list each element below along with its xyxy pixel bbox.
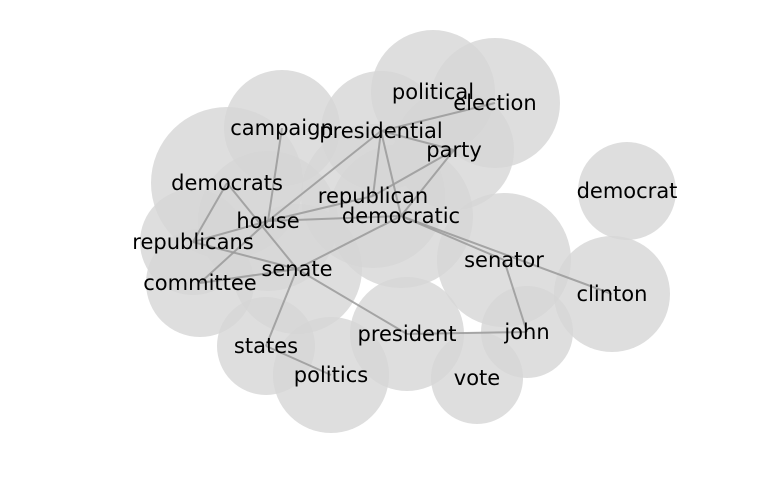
edge-states-politics (265, 345, 332, 376)
edge-senate-president (296, 268, 408, 335)
node-label-party: party (426, 138, 482, 162)
node-label-senate: senate (261, 257, 332, 281)
edge-democratic-house (267, 215, 402, 222)
node-bubble-vote (431, 332, 523, 424)
edge-republican-house (267, 195, 374, 222)
edge-democratic-senate (296, 215, 402, 270)
edge-republicans-senate (192, 241, 298, 270)
node-label-president: president (358, 322, 457, 346)
edge-party-presidential (380, 130, 455, 151)
edge-presidential-democratic (380, 130, 402, 217)
edge-democratic-clinton (400, 215, 613, 295)
node-label-clinton: clinton (577, 282, 648, 306)
node-label-committee: committee (143, 271, 256, 295)
edge-senate-states (265, 268, 298, 347)
node-label-john: john (503, 320, 549, 344)
edge-party-democratic (400, 149, 455, 217)
node-bubble-democrat (578, 142, 676, 240)
node-label-republican: republican (318, 184, 428, 208)
node-label-states: states (234, 334, 298, 358)
edge-senate-committee (199, 268, 298, 284)
node-label-democrat: democrat (577, 179, 678, 203)
node-label-vote: vote (454, 366, 500, 390)
edge-house-republicans (192, 220, 269, 243)
edge-election-presidential (380, 102, 496, 132)
node-label-democratic: democratic (342, 204, 460, 228)
edge-democrats-republicans (192, 182, 228, 243)
edge-campaign-house (267, 127, 283, 222)
node-label-election: election (453, 91, 536, 115)
edge-presidential-republican (372, 130, 382, 197)
edge-presidential-house (267, 130, 382, 222)
edge-president-john (406, 331, 528, 335)
edge-senator-john (503, 259, 528, 333)
node-label-political: political (392, 80, 474, 104)
node-label-democrats: democrats (171, 171, 283, 195)
node-label-senator: senator (464, 248, 544, 272)
node-label-presidential: presidential (319, 119, 443, 143)
edge-party-republican (372, 149, 455, 197)
edges-layer (192, 102, 613, 376)
node-label-house: house (236, 209, 299, 233)
node-label-politics: politics (294, 363, 368, 387)
node-label-republicans: republicans (132, 230, 253, 254)
node-label-campaign: campaign (230, 116, 334, 140)
